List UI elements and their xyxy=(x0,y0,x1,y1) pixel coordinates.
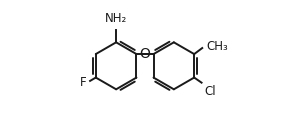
Text: NH₂: NH₂ xyxy=(105,12,127,25)
Text: CH₃: CH₃ xyxy=(206,39,228,52)
Text: O: O xyxy=(140,47,151,61)
Text: F: F xyxy=(80,76,87,89)
Text: Cl: Cl xyxy=(205,85,216,98)
